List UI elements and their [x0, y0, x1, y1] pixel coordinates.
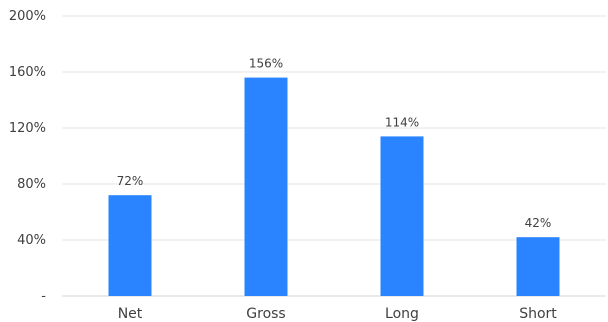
x-category-label: Long — [385, 306, 419, 322]
y-tick-label: 40% — [17, 233, 46, 248]
x-category-label: Gross — [246, 306, 285, 322]
x-category-label: Net — [118, 306, 143, 322]
bar — [516, 237, 560, 296]
bar — [380, 136, 424, 296]
y-tick-label: - — [41, 289, 46, 304]
y-tick-label: 80% — [17, 177, 46, 192]
gridlines — [62, 15, 606, 297]
y-tick-label: 200% — [9, 9, 46, 24]
bar — [244, 77, 288, 296]
x-axis-categories: Net Gross Long Short — [118, 306, 558, 322]
bars — [108, 77, 560, 296]
data-labels: 72% 156% 114% 42% — [117, 57, 552, 231]
data-label: 72% — [117, 174, 144, 188]
y-tick-label: 120% — [9, 121, 46, 136]
y-tick-label: 160% — [9, 65, 46, 80]
x-category-label: Short — [519, 306, 557, 322]
y-axis-ticks: - 40% 80% 120% 160% 200% — [9, 9, 46, 304]
data-label: 114% — [385, 115, 419, 129]
bar — [108, 195, 152, 296]
data-label: 42% — [525, 216, 552, 230]
data-label: 156% — [249, 57, 283, 71]
